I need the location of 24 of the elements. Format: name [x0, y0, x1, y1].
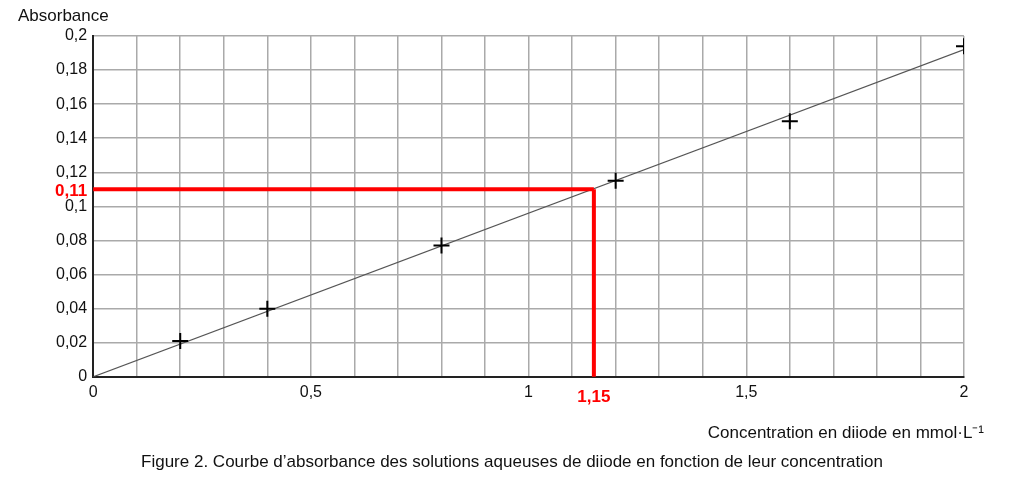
y-tick-label: 0,14 — [56, 128, 88, 146]
x-axis-title: Concentration en diiode en mmol·L⁻¹ — [707, 422, 984, 443]
y-tick-label: 0,06 — [56, 264, 88, 282]
y-tick-label: 0,04 — [56, 299, 88, 317]
y-tick-label: 0,16 — [56, 94, 88, 112]
y-tick-label: 0,18 — [56, 60, 88, 78]
y-tick-label: 0,08 — [56, 230, 88, 248]
y-tick-label: 0,02 — [56, 333, 88, 351]
y-tick-label: 0,12 — [56, 162, 88, 180]
point — [171, 332, 190, 351]
y-axis-title: Absorbance — [18, 6, 109, 26]
point — [606, 171, 625, 190]
point — [432, 236, 451, 255]
point — [258, 299, 277, 318]
y-tick-label: 0 — [78, 367, 88, 385]
ref-line-label: 0,11 — [54, 181, 88, 201]
caption: Figure 2. Courbe d’absorbance des solutions aqueuses de diiode en fonction de leur concentration — [140, 452, 884, 472]
x-tick-label: 1 — [524, 382, 534, 400]
ref-line-label: 1,15 — [577, 386, 611, 406]
x-tick-label: 0,5 — [299, 382, 323, 400]
y-tick-label: 0,2 — [64, 26, 88, 44]
x-tick-label: 2 — [959, 382, 969, 400]
point — [780, 112, 799, 131]
x-tick-label: 1,5 — [735, 382, 758, 400]
